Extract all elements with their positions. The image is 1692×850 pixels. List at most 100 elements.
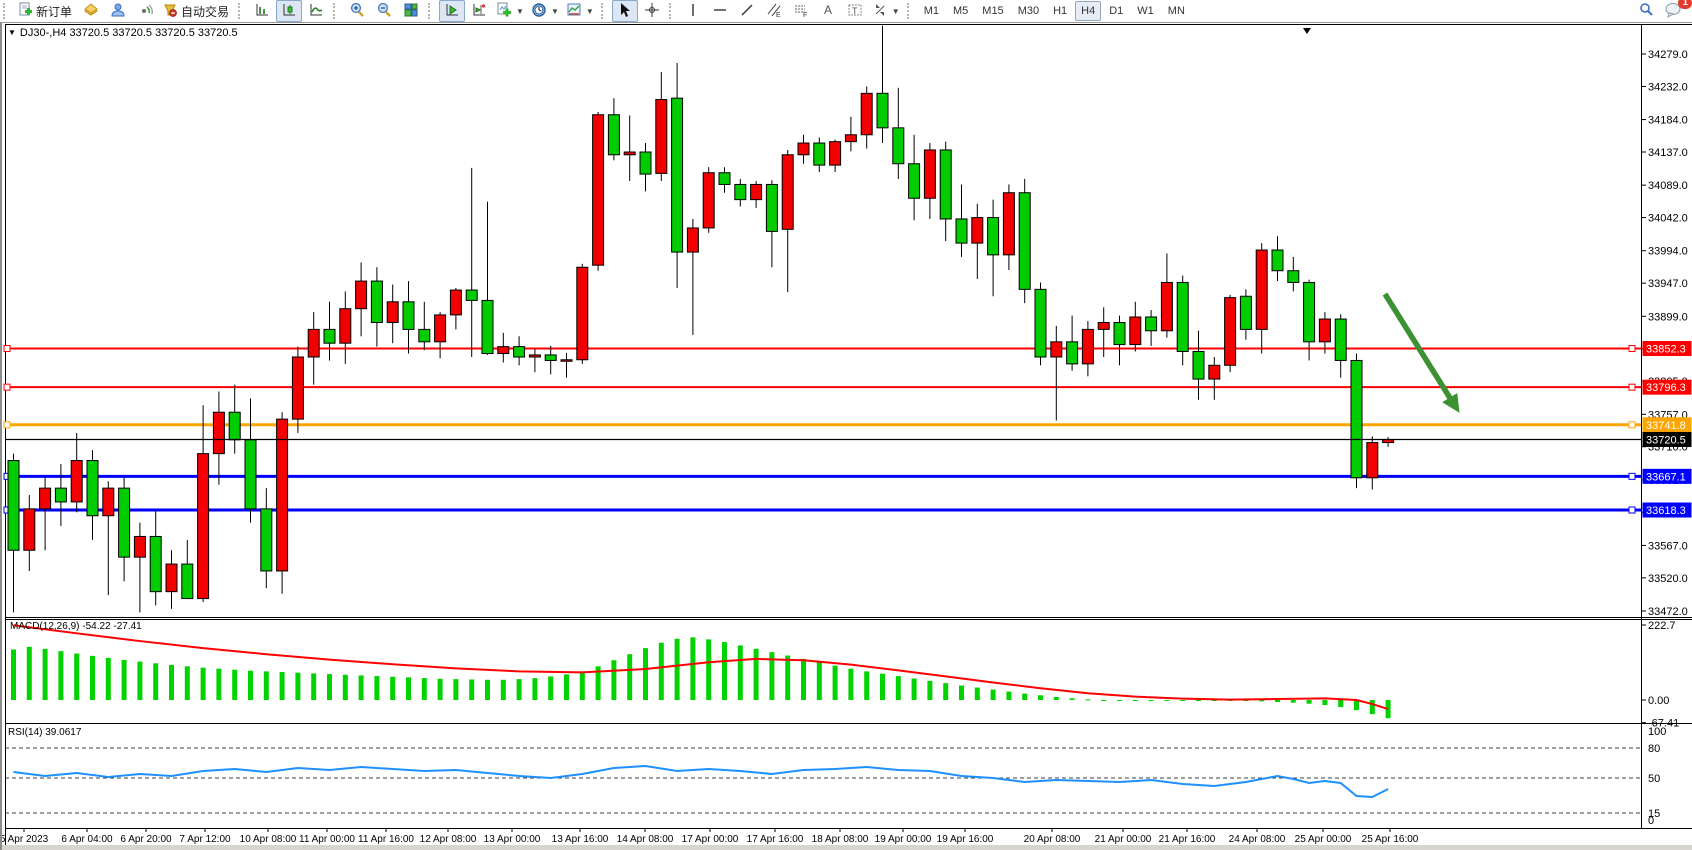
- svg-text:34089.0: 34089.0: [1648, 180, 1688, 192]
- svg-text:33796.3: 33796.3: [1646, 382, 1686, 394]
- svg-text:34137.0: 34137.0: [1648, 147, 1688, 159]
- autotrade-icon: [162, 2, 178, 21]
- dropdown-caret: ▼: [516, 6, 524, 16]
- timeframe-button-W1[interactable]: W1: [1137, 5, 1154, 17]
- symbol-ohlc-text: DJ30-,H4 33720.5 33720.5 33720.5 33720.5: [19, 27, 238, 39]
- price-axis[interactable]: 34279.0 34232.0 34184.0 34137.0 34089.0 34042…: [1641, 49, 1688, 618]
- notifications-button[interactable]: 1: [1660, 0, 1692, 22]
- svg-text:12 Apr 08:00: 12 Apr 08:00: [420, 834, 477, 845]
- text-label-button[interactable]: T: [842, 0, 868, 22]
- chart-shift-icon: [471, 2, 487, 21]
- mql5-market-button[interactable]: [78, 0, 104, 22]
- equidistant-channel-button[interactable]: E: [761, 0, 787, 22]
- bar-chart-icon: [254, 2, 270, 21]
- autotrade-button[interactable]: 自动交易: [159, 0, 234, 22]
- timeframe-button-H1[interactable]: H1: [1053, 5, 1068, 17]
- timeframe-button-H4[interactable]: H4: [1075, 1, 1102, 21]
- new-order-icon: [17, 2, 33, 21]
- trendline-button[interactable]: [734, 0, 760, 22]
- svg-text:17 Apr 16:00: 17 Apr 16:00: [747, 834, 804, 845]
- timeframe-button-M1[interactable]: M1: [923, 5, 939, 17]
- toolbar-grip[interactable]: [3, 3, 10, 19]
- timeframe-button-M30[interactable]: M30: [1017, 5, 1040, 17]
- chart-shift-button[interactable]: [466, 0, 492, 22]
- toolbar-grip[interactable]: [428, 3, 435, 19]
- search-button[interactable]: [1633, 0, 1659, 22]
- toolbar-grip[interactable]: [600, 3, 608, 19]
- tile-windows-icon: [403, 2, 419, 21]
- timeframe-bar: M1 M5 M15 M30 H1 H4 D1 W1 MN: [918, 1, 1191, 21]
- price-badges: 33852.3 33796.3 33741.8 33667.1 33618.3 33720…: [1642, 341, 1692, 518]
- toolbar-grip[interactable]: [333, 3, 340, 19]
- horizontal-line-button[interactable]: [707, 0, 733, 22]
- search-icon: [1638, 2, 1654, 21]
- equidistant-channel-icon: E: [766, 2, 782, 21]
- panel-borders: [5, 24, 1692, 845]
- svg-text:10 Apr 08:00: 10 Apr 08:00: [240, 834, 297, 845]
- toolbar-grip[interactable]: [906, 3, 914, 19]
- svg-text:25 Apr 00:00: 25 Apr 00:00: [1295, 834, 1352, 845]
- svg-text:15: 15: [1648, 808, 1660, 820]
- symbol-ohlc-line[interactable]: ▼ DJ30-,H4 33720.5 33720.5 33720.5 33720.…: [8, 27, 238, 39]
- svg-text:33741.8: 33741.8: [1646, 420, 1686, 432]
- line-chart-button[interactable]: [303, 0, 329, 22]
- symbol-dropdown-icon[interactable]: ▼: [8, 28, 16, 37]
- text-icon: A: [821, 2, 835, 21]
- time-axis[interactable]: 5 Apr 2023 6 Apr 04:00 6 Apr 20:00 7 Apr 12…: [0, 828, 1419, 846]
- candlestick-icon: [281, 2, 297, 21]
- cursor-icon: [617, 2, 633, 21]
- signal-button[interactable]: [132, 0, 158, 22]
- indicators-button[interactable]: ▼: [493, 0, 527, 22]
- timeframe-button-M15[interactable]: M15: [982, 5, 1004, 17]
- svg-text:F: F: [803, 12, 807, 18]
- svg-text:6 Apr 04:00: 6 Apr 04:00: [61, 834, 113, 845]
- templates-icon: [566, 2, 582, 21]
- svg-text:13 Apr 16:00: 13 Apr 16:00: [552, 834, 609, 845]
- timeframe-button-MN[interactable]: MN: [1167, 5, 1185, 17]
- svg-text:0: 0: [1648, 815, 1654, 827]
- timeframe-button-D1[interactable]: D1: [1109, 5, 1124, 17]
- svg-text:6 Apr 20:00: 6 Apr 20:00: [120, 834, 172, 845]
- svg-text:25 Apr 16:00: 25 Apr 16:00: [1362, 834, 1419, 845]
- autotrade-label: 自动交易: [181, 4, 230, 19]
- svg-text:21 Apr 16:00: 21 Apr 16:00: [1159, 834, 1216, 845]
- chart-canvas[interactable]: 34279.0 34232.0 34184.0 34137.0 34089.0 34042…: [0, 23, 1692, 850]
- vertical-line-button[interactable]: [680, 0, 706, 22]
- toolbar-grip[interactable]: [668, 3, 676, 19]
- community-button[interactable]: [105, 0, 131, 22]
- candlestick-button[interactable]: [276, 0, 303, 22]
- svg-text:33618.3: 33618.3: [1646, 505, 1686, 517]
- svg-text:34232.0: 34232.0: [1648, 81, 1688, 93]
- rsi-panel: 100 80 50 150: [5, 726, 1666, 827]
- arrows-button[interactable]: ▼: [869, 0, 903, 22]
- svg-text:11 Apr 16:00: 11 Apr 16:00: [358, 834, 414, 845]
- periods-button[interactable]: ▼: [528, 0, 562, 22]
- text-button[interactable]: A: [815, 0, 841, 22]
- svg-text:11 Apr 00:00: 11 Apr 00:00: [299, 834, 355, 845]
- zoom-out-button[interactable]: [371, 0, 397, 22]
- auto-scroll-button[interactable]: [439, 0, 466, 22]
- tile-windows-button[interactable]: [398, 0, 424, 22]
- timeframe-button-M5[interactable]: M5: [953, 5, 969, 17]
- svg-text:33720.5: 33720.5: [1646, 434, 1686, 446]
- down-arrow-annotation[interactable]: [1382, 292, 1460, 413]
- fibonacci-button[interactable]: F: [788, 0, 814, 22]
- zoom-in-button[interactable]: [344, 0, 370, 22]
- trendline-icon: [739, 2, 755, 21]
- candles-layer: [7, 25, 1395, 613]
- indicators-icon: [496, 2, 512, 21]
- svg-text:33667.1: 33667.1: [1646, 471, 1686, 483]
- svg-text:5 Apr 2023: 5 Apr 2023: [0, 834, 49, 845]
- new-order-button[interactable]: 新订单: [14, 0, 77, 22]
- cursor-button[interactable]: [611, 0, 638, 22]
- svg-text:80: 80: [1648, 743, 1660, 755]
- toolbar-grip[interactable]: [238, 3, 245, 19]
- bar-chart-button[interactable]: [249, 0, 275, 22]
- signal-icon: [137, 2, 153, 21]
- svg-text:33472.0: 33472.0: [1648, 606, 1688, 618]
- templates-button[interactable]: ▼: [563, 0, 597, 22]
- crosshair-icon: [644, 2, 660, 21]
- dropdown-caret: ▼: [585, 6, 594, 16]
- svg-text:33520.0: 33520.0: [1648, 573, 1688, 585]
- crosshair-button[interactable]: [639, 0, 665, 22]
